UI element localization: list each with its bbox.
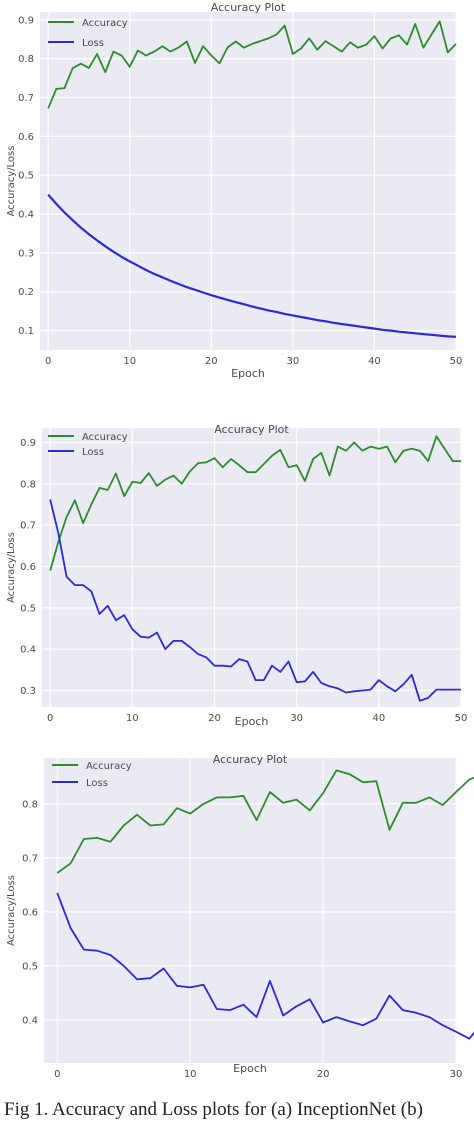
chart-title: Accuracy Plot [211, 1, 286, 14]
accuracy-loss-plot-b: 0 10 20 30 40 50 0.3 0.4 0.5 0.6 0.7 0.8 0.9 Accuracy… [6, 423, 468, 728]
series-line-accuracy [47, 20, 457, 109]
y-tick-label: 0.6 [20, 562, 36, 573]
plot-area [40, 12, 456, 350]
y-tick-label: 0.1 [18, 326, 34, 337]
y-tick-label: 0.3 [20, 686, 36, 697]
y-tick-label: 0.6 [18, 132, 34, 143]
x-axis-label: Epoch [235, 715, 269, 728]
series-line-accuracy [56, 769, 474, 874]
accuracy-loss-plot-c: 0 10 20 30 0.4 0.5 0.6 0.7 0.8 Accuracy Plot Epoch… [6, 753, 474, 1080]
y-axis-label: Accuracy/Loss [6, 875, 17, 946]
y-tick-label: 0.2 [18, 287, 34, 298]
x-tick-label: 20 [317, 1069, 330, 1080]
y-tick-label: 0.5 [18, 171, 34, 182]
x-tick-label: 0 [47, 713, 53, 724]
legend-label: Loss [86, 778, 108, 789]
gridlines [42, 428, 462, 707]
x-tick-label: 10 [123, 356, 136, 367]
y-tick-label: 0.5 [20, 603, 36, 614]
y-tick-label: 0.9 [18, 15, 34, 26]
x-tick-label: 40 [372, 713, 385, 724]
y-tick-label: 0.6 [22, 907, 38, 918]
y-tick-label: 0.8 [22, 799, 38, 810]
accuracy-loss-plot-a: 0 10 20 30 40 50 0.1 0.2 0.3 0.4 0.5 0.6 0.7 0.8 0.9 Ac… [6, 1, 463, 380]
series-line-accuracy [49, 435, 461, 571]
y-tick-label: 0.8 [18, 54, 34, 65]
chart-title: Accuracy Plot [214, 423, 289, 436]
legend-label: Accuracy [82, 18, 128, 29]
series-line-loss [49, 499, 461, 702]
legend: Accuracy Loss [52, 761, 132, 789]
figure-caption: Fig 1. Accuracy and Loss plots for (a) I… [4, 1099, 423, 1120]
y-tick-label: 0.7 [22, 853, 38, 864]
x-tick-label: 0 [54, 1069, 60, 1080]
x-tick-label: 50 [450, 356, 463, 367]
series-line-loss [47, 193, 457, 338]
chart-title: Accuracy Plot [213, 753, 288, 766]
x-tick-label: 50 [455, 713, 468, 724]
gridlines [44, 758, 457, 1063]
x-tick-label: 40 [368, 356, 381, 367]
y-tick-label: 0.4 [20, 645, 36, 656]
x-axis-label: Epoch [231, 367, 265, 380]
y-axis-label: Accuracy/Loss [6, 532, 17, 603]
x-tick-label: 30 [286, 356, 299, 367]
y-tick-label: 0.7 [20, 521, 36, 532]
y-tick-label: 0.4 [18, 210, 34, 221]
x-tick-label: 20 [208, 713, 221, 724]
x-tick-label: 30 [290, 713, 303, 724]
plot-area [42, 428, 461, 707]
x-tick-label: 0 [45, 356, 51, 367]
gridlines [40, 12, 457, 350]
y-tick-label: 0.5 [22, 961, 38, 972]
legend: Accuracy Loss [48, 432, 128, 458]
legend-label: Accuracy [82, 432, 128, 443]
y-axis-label: Accuracy/Loss [6, 146, 17, 217]
x-tick-label: 20 [205, 356, 218, 367]
x-axis-label: Epoch [233, 1062, 267, 1075]
y-tick-label: 0.7 [18, 93, 34, 104]
x-tick-label: 10 [126, 713, 139, 724]
legend: Accuracy Loss [48, 18, 128, 49]
y-tick-label: 0.4 [22, 1015, 38, 1026]
y-tick-label: 0.8 [20, 479, 36, 490]
y-tick-label: 0.9 [20, 438, 36, 449]
legend-label: Loss [82, 447, 104, 458]
x-tick-label: 10 [184, 1069, 197, 1080]
series-line-loss [56, 892, 474, 1040]
x-tick-label: 30 [450, 1069, 463, 1080]
y-tick-label: 0.3 [18, 248, 34, 259]
legend-label: Loss [82, 38, 104, 49]
legend-label: Accuracy [86, 761, 132, 772]
